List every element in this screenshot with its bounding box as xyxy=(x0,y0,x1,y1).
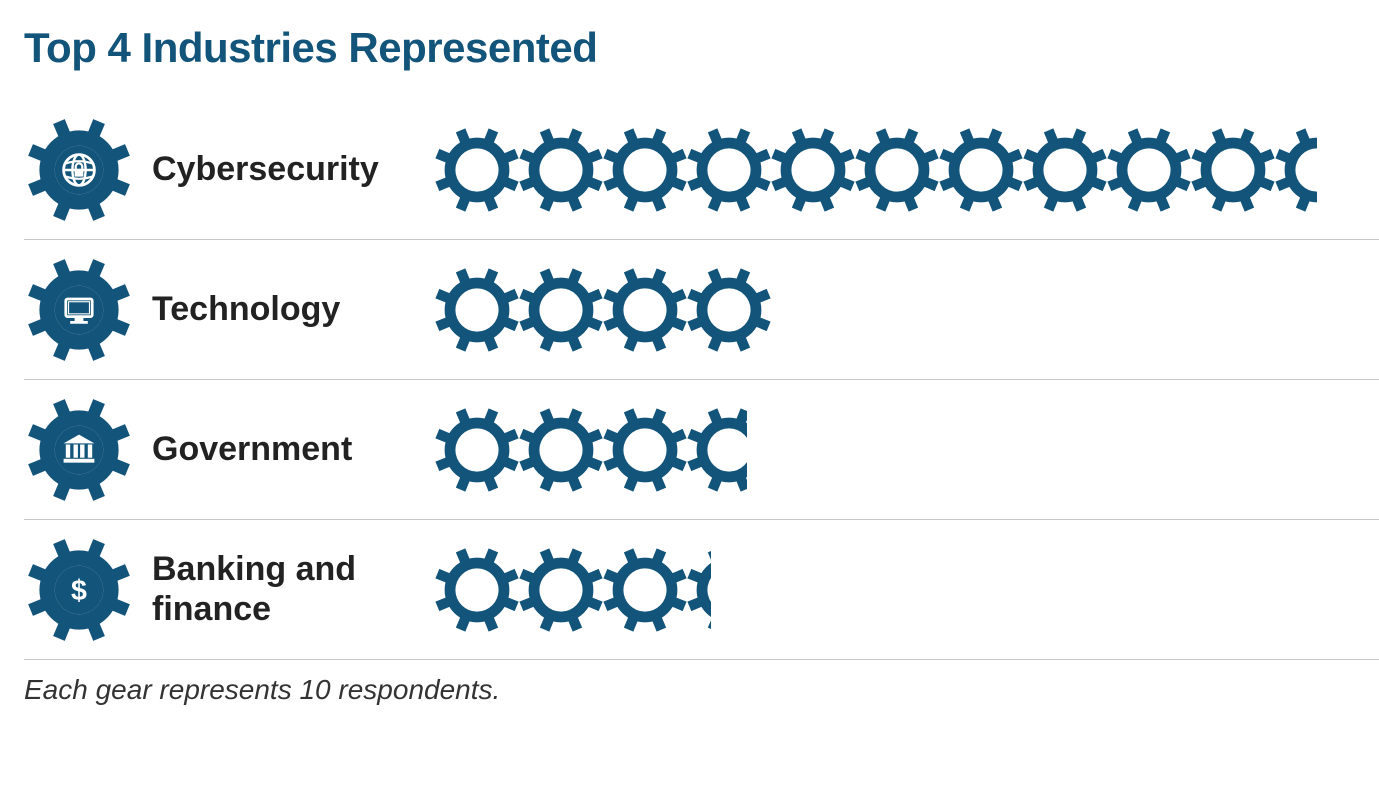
pictograph-units xyxy=(432,265,774,355)
gear-unit-icon xyxy=(516,405,606,495)
svg-text:$: $ xyxy=(71,574,87,606)
gear-unit-icon xyxy=(432,405,522,495)
industry-row: Government xyxy=(24,380,1379,520)
chart-caption: Each gear represents 10 respondents. xyxy=(24,660,1379,706)
gear-unit-icon xyxy=(432,265,522,355)
gear-unit-icon xyxy=(600,545,690,635)
globe-lock-gear-icon xyxy=(24,115,134,225)
industry-label: Government xyxy=(152,430,432,469)
gear-unit-icon xyxy=(936,125,1026,215)
gear-unit-icon xyxy=(432,125,522,215)
industry-label: Cybersecurity xyxy=(152,150,432,189)
gear-unit-icon xyxy=(852,125,942,215)
industry-row: Cybersecurity xyxy=(24,100,1379,240)
chart-title: Top 4 Industries Represented xyxy=(24,24,1379,72)
gear-unit-icon xyxy=(516,125,606,215)
gear-unit-icon xyxy=(600,265,690,355)
pictograph-rows: Cybersecurity xyxy=(24,100,1379,660)
pictograph-units xyxy=(432,405,747,495)
gear-unit-icon xyxy=(768,125,858,215)
gear-unit-icon xyxy=(600,125,690,215)
gear-unit-partial-icon xyxy=(1272,125,1317,215)
gear-unit-icon xyxy=(516,265,606,355)
industry-row: $ Banking and finance xyxy=(24,520,1379,660)
gear-unit-partial-icon xyxy=(684,545,711,635)
industry-label: Banking and finance xyxy=(152,550,432,628)
institution-gear-icon xyxy=(24,395,134,505)
industry-label: Technology xyxy=(152,290,432,329)
gear-unit-partial-icon xyxy=(684,405,747,495)
dollar-gear-icon: $ xyxy=(24,535,134,645)
gear-unit-icon xyxy=(600,405,690,495)
gear-unit-icon xyxy=(1104,125,1194,215)
monitor-gear-icon xyxy=(24,255,134,365)
gear-unit-icon xyxy=(684,125,774,215)
pictograph-units xyxy=(432,545,711,635)
gear-unit-icon xyxy=(684,265,774,355)
gear-unit-icon xyxy=(1188,125,1278,215)
gear-unit-icon xyxy=(432,545,522,635)
gear-unit-icon xyxy=(516,545,606,635)
pictograph-units xyxy=(432,125,1317,215)
gear-unit-icon xyxy=(1020,125,1110,215)
industry-row: Technology xyxy=(24,240,1379,380)
